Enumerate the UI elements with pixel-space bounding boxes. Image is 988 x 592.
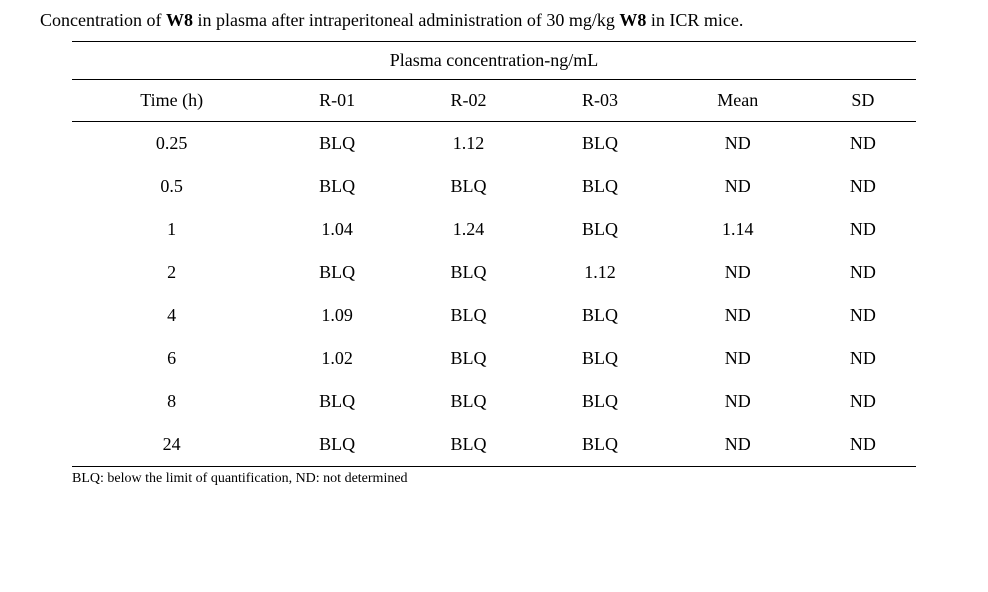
- cell-sd: ND: [810, 423, 916, 467]
- col-header-r02: R-02: [403, 80, 534, 122]
- cell-sd: ND: [810, 294, 916, 337]
- cell-r03: BLQ: [534, 165, 665, 208]
- cell-r03: BLQ: [534, 380, 665, 423]
- table-caption: Concentration of W8 in plasma after intr…: [40, 8, 948, 33]
- cell-mean: ND: [666, 251, 810, 294]
- table-body: 0.25 BLQ 1.12 BLQ ND ND 0.5 BLQ BLQ BLQ …: [72, 122, 916, 467]
- cell-r02: BLQ: [403, 294, 534, 337]
- cell-mean: ND: [666, 380, 810, 423]
- table-row: 8 BLQ BLQ BLQ ND ND: [72, 380, 916, 423]
- cell-mean: ND: [666, 294, 810, 337]
- cell-r03: 1.12: [534, 251, 665, 294]
- cell-r02: BLQ: [403, 380, 534, 423]
- table-super-header-row: Plasma concentration-ng/mL: [72, 42, 916, 80]
- cell-mean: ND: [666, 122, 810, 166]
- cell-r03: BLQ: [534, 337, 665, 380]
- cell-time: 8: [72, 380, 271, 423]
- cell-r02: BLQ: [403, 423, 534, 467]
- cell-r02: BLQ: [403, 251, 534, 294]
- cell-time: 6: [72, 337, 271, 380]
- cell-r01: BLQ: [271, 122, 402, 166]
- table-row: 4 1.09 BLQ BLQ ND ND: [72, 294, 916, 337]
- cell-r03: BLQ: [534, 208, 665, 251]
- cell-time: 24: [72, 423, 271, 467]
- cell-time: 1: [72, 208, 271, 251]
- cell-r01: BLQ: [271, 165, 402, 208]
- cell-r01: BLQ: [271, 251, 402, 294]
- table-row: 2 BLQ BLQ 1.12 ND ND: [72, 251, 916, 294]
- col-header-sd: SD: [810, 80, 916, 122]
- cell-r01: BLQ: [271, 380, 402, 423]
- cell-r02: BLQ: [403, 165, 534, 208]
- col-header-time: Time (h): [72, 80, 271, 122]
- cell-r03: BLQ: [534, 294, 665, 337]
- plasma-concentration-table: Plasma concentration-ng/mL Time (h) R-01…: [72, 41, 916, 467]
- cell-r01: 1.02: [271, 337, 402, 380]
- table-super-header-cell: Plasma concentration-ng/mL: [72, 42, 916, 80]
- cell-sd: ND: [810, 208, 916, 251]
- cell-time: 2: [72, 251, 271, 294]
- cell-mean: ND: [666, 165, 810, 208]
- col-header-r01: R-01: [271, 80, 402, 122]
- cell-r02: BLQ: [403, 337, 534, 380]
- cell-r03: BLQ: [534, 423, 665, 467]
- table-footnote: BLQ: below the limit of quantification, …: [72, 471, 948, 487]
- cell-sd: ND: [810, 251, 916, 294]
- table-column-header-row: Time (h) R-01 R-02 R-03 Mean SD: [72, 80, 916, 122]
- cell-mean: 1.14: [666, 208, 810, 251]
- caption-post: in ICR mice.: [646, 10, 743, 30]
- table-row: 0.5 BLQ BLQ BLQ ND ND: [72, 165, 916, 208]
- cell-sd: ND: [810, 122, 916, 166]
- cell-time: 0.25: [72, 122, 271, 166]
- table-row: 6 1.02 BLQ BLQ ND ND: [72, 337, 916, 380]
- cell-mean: ND: [666, 423, 810, 467]
- cell-mean: ND: [666, 337, 810, 380]
- cell-sd: ND: [810, 380, 916, 423]
- cell-sd: ND: [810, 337, 916, 380]
- table-row: 0.25 BLQ 1.12 BLQ ND ND: [72, 122, 916, 166]
- col-header-mean: Mean: [666, 80, 810, 122]
- table-row: 24 BLQ BLQ BLQ ND ND: [72, 423, 916, 467]
- cell-r02: 1.12: [403, 122, 534, 166]
- cell-r02: 1.24: [403, 208, 534, 251]
- caption-pre: Concentration of: [40, 10, 166, 30]
- caption-compound-1: W8: [166, 10, 193, 30]
- cell-r01: BLQ: [271, 423, 402, 467]
- table-row: 1 1.04 1.24 BLQ 1.14 ND: [72, 208, 916, 251]
- caption-compound-2: W8: [619, 10, 646, 30]
- cell-sd: ND: [810, 165, 916, 208]
- cell-r01: 1.09: [271, 294, 402, 337]
- table-container: Plasma concentration-ng/mL Time (h) R-01…: [72, 41, 916, 467]
- cell-time: 0.5: [72, 165, 271, 208]
- cell-r01: 1.04: [271, 208, 402, 251]
- caption-mid: in plasma after intraperitoneal administ…: [193, 10, 619, 30]
- col-header-r03: R-03: [534, 80, 665, 122]
- cell-r03: BLQ: [534, 122, 665, 166]
- cell-time: 4: [72, 294, 271, 337]
